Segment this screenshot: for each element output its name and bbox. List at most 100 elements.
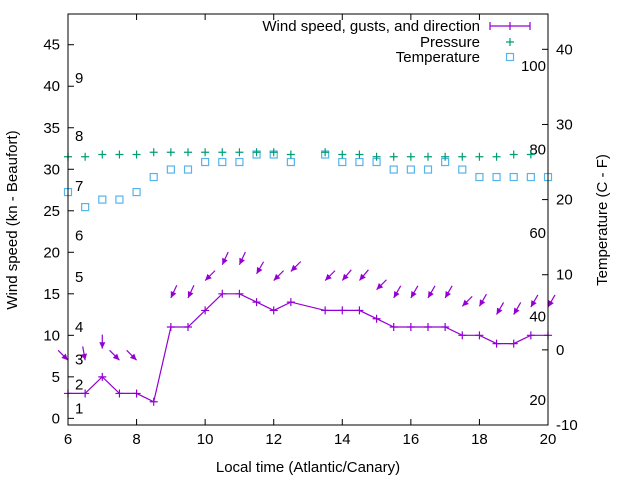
- y-tick-label: 0: [52, 410, 60, 427]
- beaufort-label: 1: [75, 400, 83, 417]
- wind-arrow-head: [462, 299, 469, 307]
- wind-speed-point: [269, 306, 278, 315]
- wind-speed-point: [458, 331, 467, 340]
- y-tick-label: 10: [43, 327, 60, 344]
- pressure-point: [252, 148, 261, 157]
- temperature-point: [218, 157, 227, 167]
- legend-wind-sample: [489, 22, 531, 30]
- wind-speed-point: [166, 323, 175, 332]
- temperature-point: [406, 165, 415, 174]
- beaufort-label: 7: [75, 178, 83, 195]
- wind-arrow-head: [81, 353, 88, 361]
- pressure-point: [424, 152, 432, 161]
- x-tick-label: 10: [197, 431, 214, 448]
- wind-arrow-head: [410, 290, 417, 298]
- wind-arrow-head: [428, 290, 434, 298]
- legend-label-wind: Wind speed, gusts, and direction: [262, 18, 480, 35]
- wind-speed-point: [406, 323, 415, 332]
- x-tick-label: 16: [403, 431, 420, 448]
- pressure-point: [81, 152, 90, 161]
- y-tick-label: 25: [43, 203, 60, 220]
- x-axis-label: Local time (Atlantic/Canary): [216, 459, 400, 476]
- temperature-point: [509, 172, 518, 182]
- wind-speed-point: [441, 323, 450, 332]
- pressure-point: [475, 152, 484, 161]
- y2-tick-label: 10: [556, 267, 573, 284]
- wind-speed-point: [286, 298, 295, 307]
- wind-arrow-head: [129, 353, 137, 361]
- temperature-point: [355, 157, 364, 167]
- wind-arrow-head: [548, 300, 554, 308]
- pressure-point: [526, 150, 535, 159]
- plot-border: [67, 13, 549, 426]
- y2-tick-label: 30: [556, 116, 573, 133]
- fahrenheit-label: 40: [529, 308, 546, 325]
- temperature-point: [201, 157, 210, 167]
- beaufort-label: 2: [75, 376, 83, 393]
- wind-speed-point: [132, 389, 141, 398]
- y2-tick-label: -10: [556, 417, 578, 434]
- wind-speed-point: [321, 306, 330, 315]
- wind-speed-point: [218, 289, 227, 298]
- wind-arrow-head: [61, 353, 68, 361]
- wind-speed-point: [475, 331, 484, 340]
- legend-label-pressure: Pressure: [420, 34, 480, 51]
- wind-arrow-head: [496, 307, 503, 315]
- wind-speed-point: [98, 372, 107, 381]
- y-axis-label: Wind speed (kn - Beaufort): [4, 130, 21, 309]
- pressure-point: [218, 148, 227, 157]
- beaufort-label: 4: [75, 319, 83, 336]
- wind-speed-point: [492, 339, 501, 348]
- beaufort-label: 8: [75, 128, 83, 145]
- x-tick-label: 18: [471, 431, 488, 448]
- pressure-point: [201, 148, 210, 157]
- pressure-point: [441, 152, 450, 161]
- wind-arrow-head: [513, 307, 520, 315]
- temperature-point: [475, 172, 484, 182]
- y-tick-label: 35: [43, 120, 60, 137]
- y2-tick-label: 40: [556, 41, 573, 58]
- wind-arrow-head: [170, 290, 177, 298]
- pressure-point: [286, 150, 295, 159]
- wind-speed-point: [424, 323, 432, 332]
- y2-tick-label: 0: [556, 342, 564, 359]
- temperature-point: [149, 172, 158, 182]
- wind-speed-point: [235, 289, 244, 298]
- temperature-point: [492, 172, 501, 182]
- beaufort-label: 6: [75, 228, 83, 245]
- wind-speed-point: [338, 306, 347, 315]
- legend-label-temperature: Temperature: [396, 49, 480, 66]
- wind-arrow-head: [479, 299, 486, 307]
- temperature-point: [338, 157, 347, 167]
- pressure-point: [132, 150, 141, 159]
- pressure-point: [269, 148, 278, 157]
- wind-speed-point: [526, 331, 535, 340]
- x-tick-label: 14: [334, 431, 351, 448]
- x-tick-label: 20: [540, 431, 557, 448]
- pressure-point: [355, 150, 364, 159]
- temperature-point: [526, 172, 535, 182]
- fahrenheit-label: 80: [529, 141, 546, 158]
- wind-arrow-head: [342, 273, 349, 281]
- temperature-point: [235, 157, 244, 167]
- wind-arrow-head: [445, 290, 451, 298]
- wind-speed-point: [372, 314, 381, 323]
- temperature-point: [132, 187, 141, 197]
- wind-speed-line: [68, 293, 548, 403]
- y2-axis-label: Temperature (C - F): [594, 154, 611, 286]
- y-tick-label: 5: [52, 369, 60, 386]
- fahrenheit-label: 60: [529, 225, 546, 242]
- y-tick-label: 45: [43, 37, 60, 54]
- x-tick-label: 6: [64, 431, 72, 448]
- wind-speed-point: [149, 397, 158, 406]
- wind-speed-point: [81, 389, 90, 398]
- wind-speed-point: [184, 323, 192, 332]
- pressure-point: [235, 148, 244, 157]
- beaufort-label: 5: [75, 269, 83, 286]
- pressure-point: [389, 152, 398, 161]
- pressure-point: [321, 148, 330, 157]
- pressure-point: [149, 148, 158, 157]
- temperature-point: [98, 195, 107, 204]
- temperature-point: [166, 165, 175, 174]
